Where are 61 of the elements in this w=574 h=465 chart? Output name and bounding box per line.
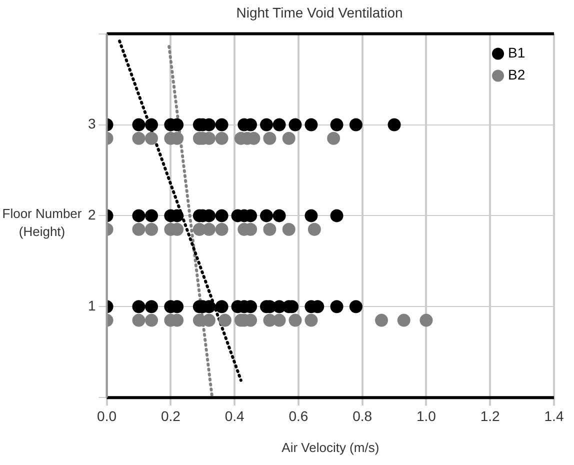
point (145, 314, 158, 327)
point (330, 118, 344, 132)
chart-title: Night Time Void Ventilation (236, 4, 403, 20)
point (215, 209, 228, 222)
point (132, 222, 146, 236)
point (420, 314, 433, 327)
point (260, 118, 274, 132)
point (132, 300, 146, 314)
point (215, 132, 228, 145)
legend-label: B2 (508, 66, 526, 83)
point (282, 222, 296, 236)
point (145, 118, 158, 132)
point (304, 314, 318, 327)
x-tick-label: 0.6 (288, 408, 308, 424)
point (349, 118, 362, 132)
point (327, 132, 340, 145)
point (202, 222, 216, 236)
point (388, 118, 401, 132)
x-tick-label: 0.2 (160, 408, 181, 424)
x-tick-label: 1.4 (544, 408, 564, 424)
point (145, 222, 158, 236)
point (288, 118, 302, 132)
point (260, 209, 274, 222)
point (132, 209, 146, 222)
point (145, 300, 158, 314)
point (145, 209, 158, 222)
point (349, 300, 362, 314)
legend-label: B1 (508, 44, 526, 61)
point (215, 300, 228, 314)
x-axis-title: Air Velocity (m/s) (282, 440, 380, 455)
point (304, 209, 318, 222)
point (308, 222, 321, 236)
point (145, 132, 158, 145)
point (272, 314, 286, 327)
y-tick-label: 1 (88, 298, 96, 314)
x-tick-label: 0.4 (224, 408, 245, 424)
x-tick-label: 0.8 (352, 408, 372, 424)
point (397, 314, 410, 327)
point (272, 118, 286, 132)
point (330, 300, 344, 314)
point (218, 314, 232, 327)
point (272, 209, 286, 222)
point (263, 222, 276, 236)
x-tick-label: 1.0 (416, 408, 436, 424)
point (215, 222, 228, 236)
point (263, 132, 276, 145)
point (132, 132, 146, 145)
point (215, 118, 228, 132)
point (132, 118, 146, 132)
y-tick-label: 3 (88, 116, 96, 132)
point (132, 314, 146, 327)
point (304, 118, 318, 132)
point (375, 314, 388, 327)
point (330, 209, 344, 222)
point (282, 132, 296, 145)
x-tick-label: 1.2 (480, 408, 500, 424)
y-axis-title: Floor Number (Height) (2, 205, 82, 241)
point (202, 314, 216, 327)
point (288, 314, 302, 327)
x-tick-label: 0.0 (97, 408, 117, 424)
y-tick-label: 2 (88, 206, 96, 223)
